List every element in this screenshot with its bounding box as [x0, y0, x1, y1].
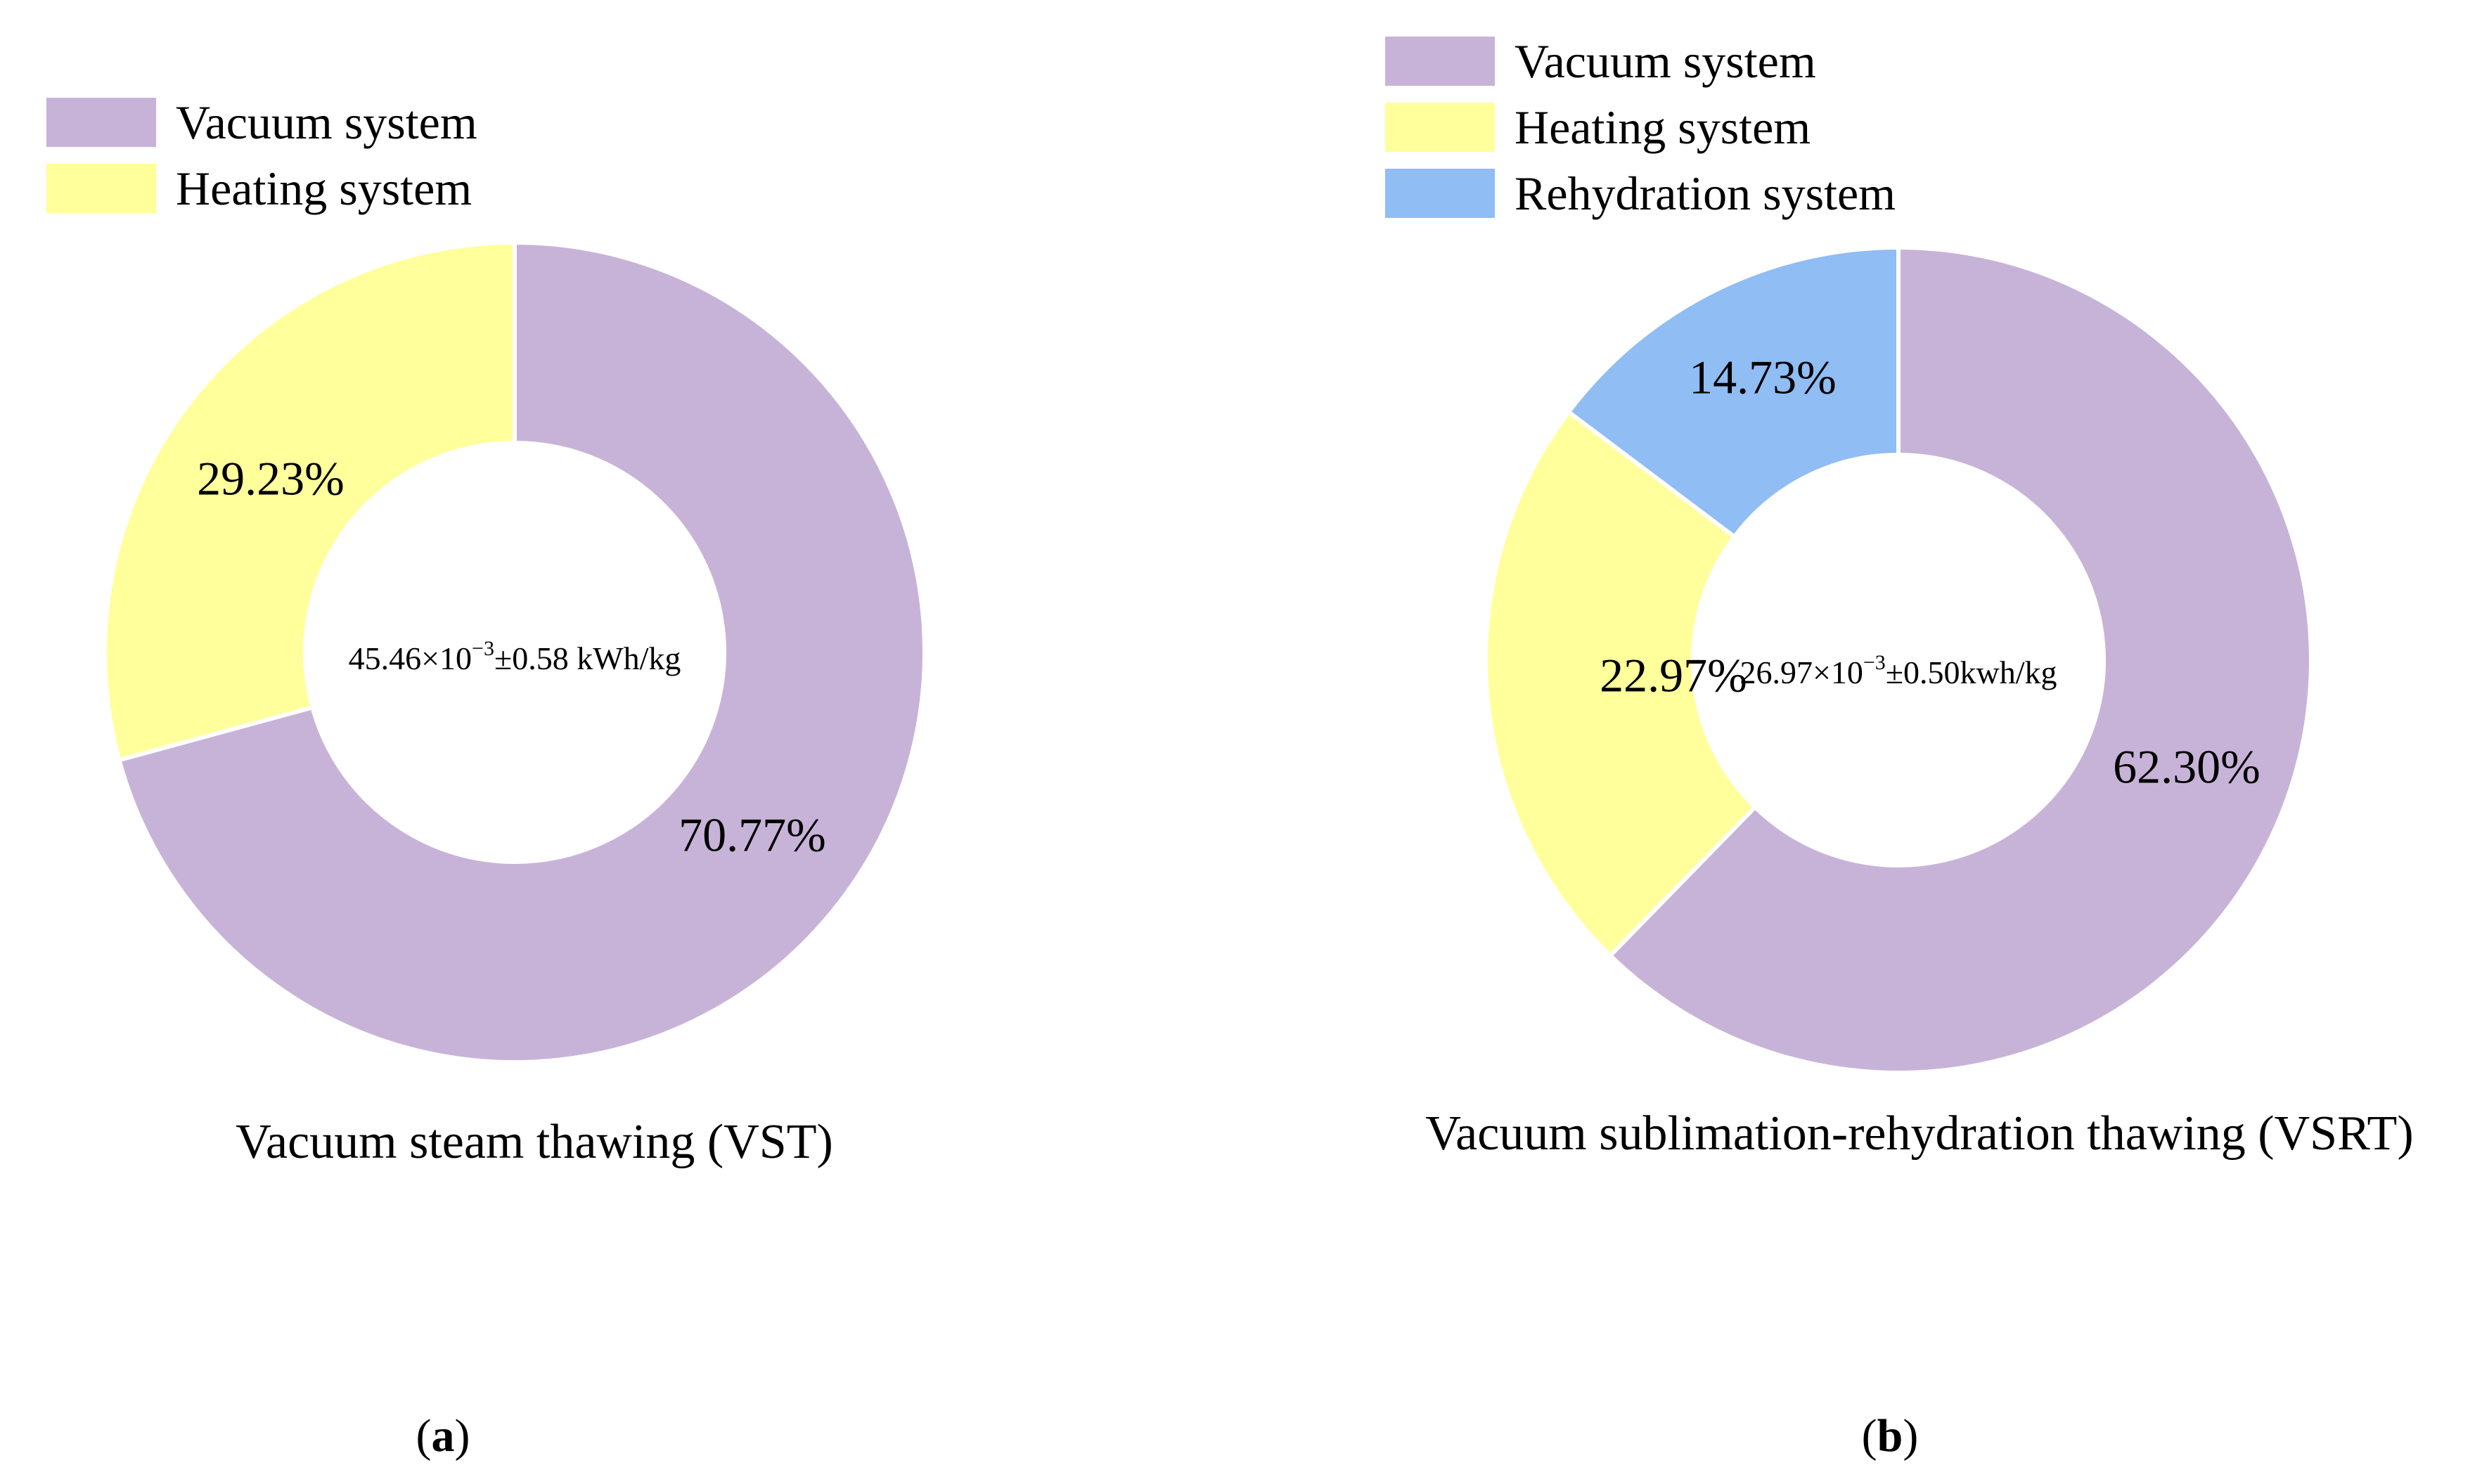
donut-slice-heating-system [103, 240, 517, 763]
panel-title-vsrt: Vacuum sublimation-rehydration thawing (… [1425, 1106, 2414, 1161]
panel-letter-text: a [431, 1410, 455, 1462]
center-energy-label-vst: 45.46×10−3±0.58 kWh/kg [348, 638, 681, 676]
legend-item-vacuum-system: Vacuum system [1385, 28, 1896, 94]
legend-label: Rehydration system [1515, 167, 1896, 220]
legend-label: Vacuum system [176, 96, 477, 149]
slice-percent-label: 62.30% [2113, 740, 2261, 794]
center-energy-label-vsrt: 26.97×10−3±0.50kwh/kg [1740, 652, 2057, 690]
legend-item-vacuum-system: Vacuum system [46, 89, 477, 155]
panel-letter-a: (a) [416, 1410, 470, 1462]
donut-slice-heating-system [1484, 408, 1758, 959]
panel-letter-b: (b) [1861, 1410, 1919, 1462]
donut-slice-rehydration-system [1565, 245, 1901, 540]
legend-label: Heating system [1515, 101, 1811, 154]
panel-title-vst: Vacuum steam thawing (VST) [236, 1115, 833, 1169]
legend-item-heating-system: Heating system [46, 155, 477, 221]
legend-swatch [46, 164, 156, 213]
center-prefix: 45.46×10 [348, 640, 472, 676]
legend-swatch [1385, 103, 1495, 152]
center-prefix: 26.97×10 [1740, 654, 1863, 690]
legend-swatch [1385, 37, 1495, 86]
center-suffix: ±0.50kwh/kg [1885, 654, 2057, 690]
legend-item-rehydration-system: Rehydration system [1385, 160, 1896, 226]
legend-swatch [1385, 169, 1495, 218]
legend-vst: Vacuum system Heating system [46, 89, 477, 221]
legend-vsrt: Vacuum system Heating system Rehydration… [1385, 28, 1896, 226]
center-exponent: −3 [472, 637, 494, 660]
slice-percent-label: 70.77% [679, 808, 826, 862]
donut-slice-vacuum-system [1607, 245, 2313, 1075]
slice-percent-label: 29.23% [197, 452, 345, 505]
legend-swatch [46, 98, 156, 147]
panel-letter-text: b [1877, 1410, 1903, 1462]
donut-slice-vacuum-system [116, 240, 927, 1064]
legend-label: Heating system [176, 162, 472, 215]
legend-label: Vacuum system [1515, 34, 1816, 88]
slice-percent-label: 22.97% [1600, 649, 1747, 702]
donut-chart-vst: 70.77% 29.23% [103, 240, 927, 1064]
center-exponent: −3 [1863, 651, 1886, 674]
slice-percent-label: 14.73% [1689, 351, 1837, 404]
legend-item-heating-system: Heating system [1385, 94, 1896, 160]
center-suffix: ±0.58 kWh/kg [494, 640, 681, 676]
donut-chart-vsrt: 62.30% 22.97% 14.73% [1484, 245, 2313, 1075]
